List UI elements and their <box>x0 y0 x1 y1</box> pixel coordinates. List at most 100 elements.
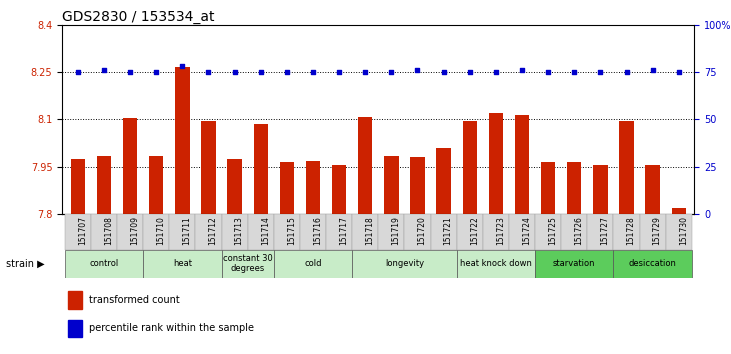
Bar <box>457 214 482 250</box>
Text: 151726: 151726 <box>575 216 583 245</box>
Point <box>438 69 450 75</box>
Bar <box>463 121 477 354</box>
Bar <box>69 291 83 309</box>
Text: 151724: 151724 <box>522 216 531 245</box>
Text: heat knock down: heat knock down <box>460 259 532 268</box>
Text: 151718: 151718 <box>366 216 374 245</box>
Text: 151712: 151712 <box>208 216 217 245</box>
Bar <box>404 214 431 250</box>
Text: heat: heat <box>173 259 192 268</box>
Bar <box>587 214 613 250</box>
Bar <box>535 250 613 278</box>
Bar <box>593 165 607 354</box>
Text: control: control <box>89 259 118 268</box>
Bar <box>666 214 692 250</box>
Bar <box>332 165 346 354</box>
Bar <box>352 214 379 250</box>
Bar <box>300 214 326 250</box>
Point <box>255 69 267 75</box>
Bar <box>509 214 535 250</box>
Text: percentile rank within the sample: percentile rank within the sample <box>88 324 254 333</box>
Point <box>385 69 397 75</box>
Text: 151719: 151719 <box>391 216 401 245</box>
Point <box>202 69 214 75</box>
Text: 151723: 151723 <box>496 216 505 245</box>
Point <box>594 69 606 75</box>
Bar <box>149 156 164 354</box>
Bar <box>561 214 587 250</box>
Bar <box>117 214 143 250</box>
Bar <box>541 162 556 354</box>
Text: starvation: starvation <box>553 259 596 268</box>
Text: 151715: 151715 <box>287 216 296 245</box>
Bar <box>123 118 137 354</box>
Bar <box>326 214 352 250</box>
Point <box>307 69 319 75</box>
Text: 151722: 151722 <box>470 216 479 245</box>
Bar <box>221 250 274 278</box>
Bar <box>248 214 274 250</box>
Bar <box>91 214 117 250</box>
Bar <box>358 117 372 354</box>
Bar <box>619 121 634 354</box>
Text: 151709: 151709 <box>130 216 139 245</box>
Bar <box>457 250 535 278</box>
Bar <box>482 214 509 250</box>
Point <box>72 69 83 75</box>
Text: longevity: longevity <box>385 259 424 268</box>
Text: transformed count: transformed count <box>88 295 179 305</box>
Bar <box>274 214 300 250</box>
Bar <box>410 157 425 354</box>
Bar <box>254 124 268 354</box>
Text: 151725: 151725 <box>548 216 557 245</box>
Text: 151730: 151730 <box>679 216 688 245</box>
Text: strain ▶: strain ▶ <box>6 259 45 269</box>
Bar <box>489 113 503 354</box>
Bar <box>170 214 195 250</box>
Bar <box>65 214 91 250</box>
Bar <box>175 67 189 354</box>
Text: cold: cold <box>304 259 322 268</box>
Bar <box>535 214 561 250</box>
Point <box>333 69 345 75</box>
Bar <box>201 121 216 354</box>
Text: 151713: 151713 <box>235 216 243 245</box>
Text: 151728: 151728 <box>626 216 635 245</box>
Point <box>151 69 162 75</box>
Text: 151717: 151717 <box>339 216 348 245</box>
Bar <box>274 250 352 278</box>
Bar <box>645 165 660 354</box>
Text: 151727: 151727 <box>600 216 610 245</box>
Point <box>98 67 110 73</box>
Point <box>176 64 188 69</box>
Point <box>516 67 528 73</box>
Bar <box>378 214 404 250</box>
Text: 151714: 151714 <box>261 216 270 245</box>
Bar <box>96 156 111 354</box>
Point <box>412 67 423 73</box>
Text: 151720: 151720 <box>417 216 426 245</box>
Text: 151710: 151710 <box>156 216 165 245</box>
Point <box>621 69 632 75</box>
Bar <box>71 159 85 354</box>
Text: 151708: 151708 <box>104 216 113 245</box>
Bar <box>515 115 529 354</box>
Text: GDS2830 / 153534_at: GDS2830 / 153534_at <box>62 10 215 24</box>
Bar <box>143 214 170 250</box>
Text: 151721: 151721 <box>444 216 452 245</box>
Bar <box>306 160 320 354</box>
Point <box>124 69 136 75</box>
Text: 151716: 151716 <box>313 216 322 245</box>
Bar <box>221 214 248 250</box>
Point <box>464 69 476 75</box>
Bar <box>613 214 640 250</box>
Text: 151711: 151711 <box>182 216 192 245</box>
Point <box>490 69 501 75</box>
Point <box>542 69 554 75</box>
Point <box>360 69 371 75</box>
Point <box>229 69 240 75</box>
Text: constant 30
degrees: constant 30 degrees <box>223 254 273 273</box>
Point <box>673 69 685 75</box>
Bar <box>280 162 294 354</box>
Text: 151707: 151707 <box>77 216 87 245</box>
